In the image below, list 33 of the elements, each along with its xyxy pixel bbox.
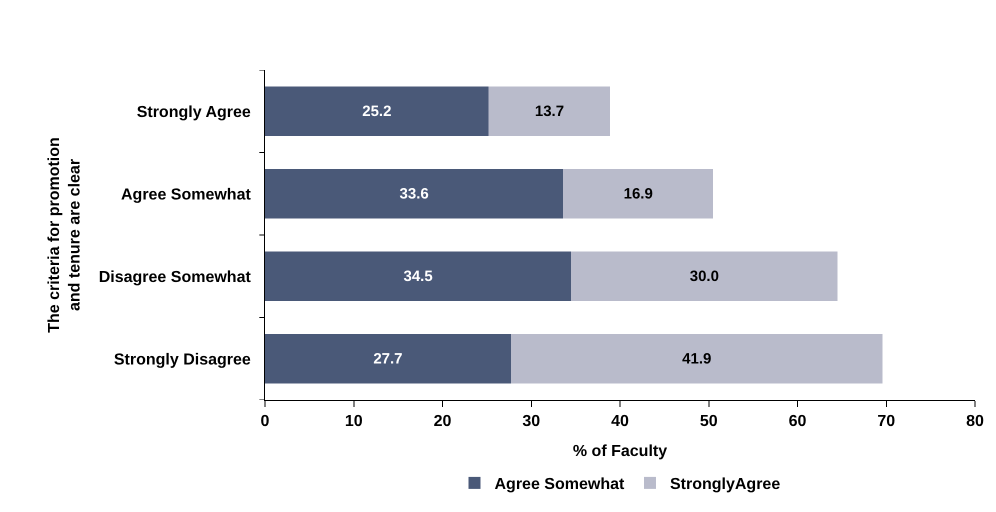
data-label: 25.2 (362, 102, 392, 120)
data-label: 27.7 (373, 350, 403, 368)
bar (265, 252, 572, 301)
data-label: 16.9 (624, 185, 653, 202)
data-label: 13.7 (534, 102, 564, 120)
legend-label: StronglyAgree (670, 476, 780, 494)
bar (571, 252, 838, 301)
x-tick-label: 70 (877, 413, 896, 430)
bar (265, 86, 489, 136)
data-label: 33.6 (400, 185, 429, 202)
y-tick-label: Disagree Somewhat (98, 268, 252, 286)
x-tick-label: 60 (788, 413, 806, 430)
y-tick-label: Strongly Agree (136, 104, 251, 121)
x-tick-label: 50 (700, 413, 718, 430)
bar (488, 86, 610, 136)
data-label: 30.0 (690, 268, 719, 285)
legend-label: Agree Somewhat (494, 476, 625, 494)
bar (510, 334, 883, 384)
x-tick-label: 0 (260, 413, 270, 430)
x-tick-label: 10 (344, 413, 363, 430)
bar (265, 169, 564, 218)
x-tick-label: 30 (522, 413, 540, 430)
x-tick-label: 20 (434, 413, 452, 430)
x-tick-label: 80 (966, 413, 984, 430)
y-axis-title: The criteria for promotion and tenure are clear (46, 137, 84, 333)
bar (265, 334, 511, 384)
x-tick-label: 40 (611, 413, 629, 430)
x-axis-title: % of Faculty (572, 442, 668, 460)
y-tick-label: Strongly Disagree (114, 351, 251, 368)
data-label: 41.9 (682, 350, 712, 368)
y-tick-label: Agree Somewhat (120, 186, 252, 204)
data-label: 34.5 (403, 268, 433, 285)
bar (563, 169, 714, 218)
